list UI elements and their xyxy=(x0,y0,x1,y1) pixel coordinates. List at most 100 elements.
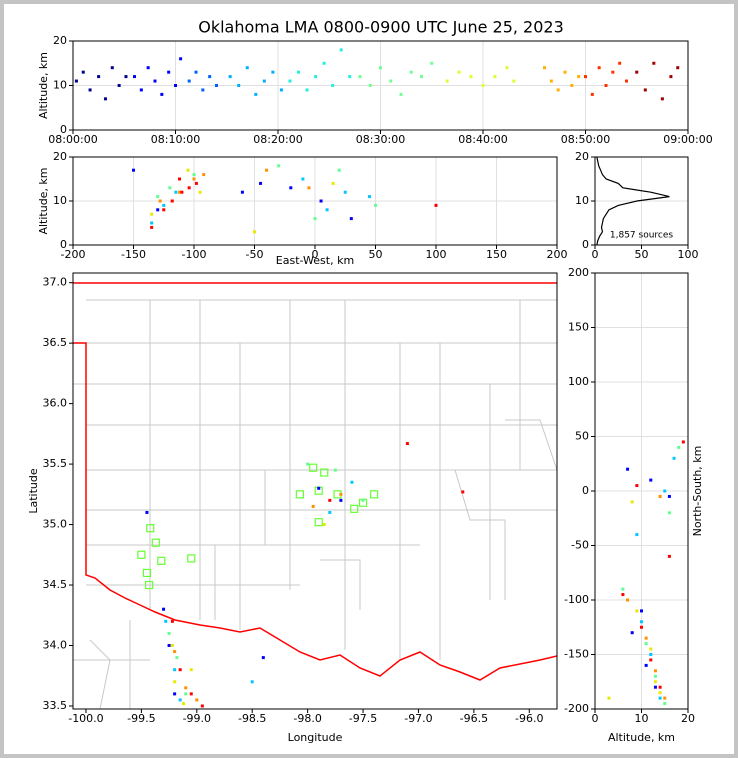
source-point xyxy=(505,66,509,70)
x-tick-label: 100 xyxy=(678,248,699,261)
source-point xyxy=(179,57,183,61)
y-axis-label: Altitude, km xyxy=(37,52,50,119)
source-point xyxy=(667,494,671,498)
y-tick-label: -100 xyxy=(564,593,589,606)
x-tick-label: 0 xyxy=(592,248,599,261)
source-point xyxy=(305,88,309,92)
source-point xyxy=(307,186,311,190)
source-point xyxy=(271,70,275,74)
x-tick-label: 08:00:00 xyxy=(48,133,97,146)
source-point xyxy=(331,181,335,185)
source-point xyxy=(124,75,128,79)
source-point xyxy=(563,70,567,74)
y-tick-label: -50 xyxy=(571,539,589,552)
source-point xyxy=(173,692,177,696)
source-point xyxy=(669,75,673,79)
source-point xyxy=(643,88,647,92)
y-tick-label: 36.5 xyxy=(43,336,68,349)
source-point xyxy=(200,704,204,708)
source-point xyxy=(409,70,413,74)
y-tick-label: 0 xyxy=(582,484,589,497)
source-point xyxy=(74,79,78,83)
source-point xyxy=(164,619,168,623)
source-point xyxy=(150,225,154,229)
y-tick-label: 20 xyxy=(575,150,589,163)
source-point xyxy=(201,88,205,92)
source-point xyxy=(162,607,166,611)
x-axis-label: Altitude, km xyxy=(608,731,675,744)
x-tick-label: -99.0 xyxy=(183,712,211,725)
y-tick-label: 37.0 xyxy=(43,276,68,289)
source-point xyxy=(626,467,630,471)
county-lines xyxy=(73,299,557,709)
axes-frame xyxy=(594,272,689,710)
x-tick-label: 50 xyxy=(369,248,383,261)
source-point xyxy=(469,75,473,79)
y-tick-label: 35.0 xyxy=(43,518,68,531)
x-tick-label: -97.5 xyxy=(349,712,377,725)
source-point xyxy=(667,554,671,558)
panel: 0 10 20 -200 -150 -100 -50 0 50 100 150 200 Altitude… xyxy=(564,266,704,744)
source-point xyxy=(145,510,149,514)
source-point xyxy=(672,456,676,460)
source-point xyxy=(173,668,177,672)
station xyxy=(142,568,152,578)
source-point xyxy=(333,468,337,472)
source-point xyxy=(314,75,318,79)
x-tick-label: -99.5 xyxy=(127,712,155,725)
map-base xyxy=(73,282,557,709)
source-point xyxy=(626,598,630,602)
source-point xyxy=(405,442,409,446)
x-tick-label: 150 xyxy=(486,248,507,261)
source-point xyxy=(156,195,160,199)
source-point xyxy=(202,173,206,177)
axes-frame xyxy=(72,272,558,710)
source-point xyxy=(150,212,154,216)
source-point xyxy=(607,696,611,700)
marks: 1,857 sources xyxy=(596,156,674,246)
source-point xyxy=(328,498,332,502)
station xyxy=(295,490,304,499)
panel: 08:00:00 08:10:00 08:20:00 08:30:00 08:40:00… xyxy=(37,34,713,146)
x-axis-label: East-West, km xyxy=(276,254,354,267)
source-point xyxy=(493,75,497,79)
source-point xyxy=(644,636,648,640)
source-point xyxy=(245,66,249,70)
source-point xyxy=(677,445,681,449)
station xyxy=(309,463,318,472)
source-point xyxy=(189,668,193,672)
y-tick-label: 100 xyxy=(568,375,589,388)
x-tick-label: -96.0 xyxy=(515,712,543,725)
y-tick-label: 10 xyxy=(53,194,67,207)
source-point xyxy=(621,593,625,597)
source-point xyxy=(611,70,615,74)
y-tick-label: 0 xyxy=(60,238,67,251)
station xyxy=(350,504,359,513)
source-point xyxy=(175,656,179,660)
source-point xyxy=(658,691,662,695)
annotation: 1,857 sources xyxy=(610,231,674,241)
source-point xyxy=(181,702,185,706)
y-tick-label: 50 xyxy=(575,430,589,443)
source-point xyxy=(584,75,587,79)
source-point xyxy=(337,168,341,172)
x-tick-label: 100 xyxy=(426,248,447,261)
panel: -100.0 -99.5 -99.0 -98.5 -98.0 -97.5 -97.0 -96.… xyxy=(27,276,544,744)
source-point xyxy=(88,88,92,92)
source-point xyxy=(198,190,202,194)
source-point xyxy=(339,492,343,496)
source-point xyxy=(297,70,300,74)
source-point xyxy=(667,511,671,515)
source-point xyxy=(328,510,332,514)
source-point xyxy=(649,653,653,656)
source-point xyxy=(228,75,232,79)
x-tick-label: 200 xyxy=(547,248,568,261)
axes-frame xyxy=(72,40,689,131)
station xyxy=(314,518,323,527)
x-axis-label: Longitude xyxy=(288,731,343,744)
source-point xyxy=(173,680,177,684)
source-point xyxy=(322,523,326,527)
source-point xyxy=(374,203,377,207)
source-point xyxy=(262,79,266,83)
